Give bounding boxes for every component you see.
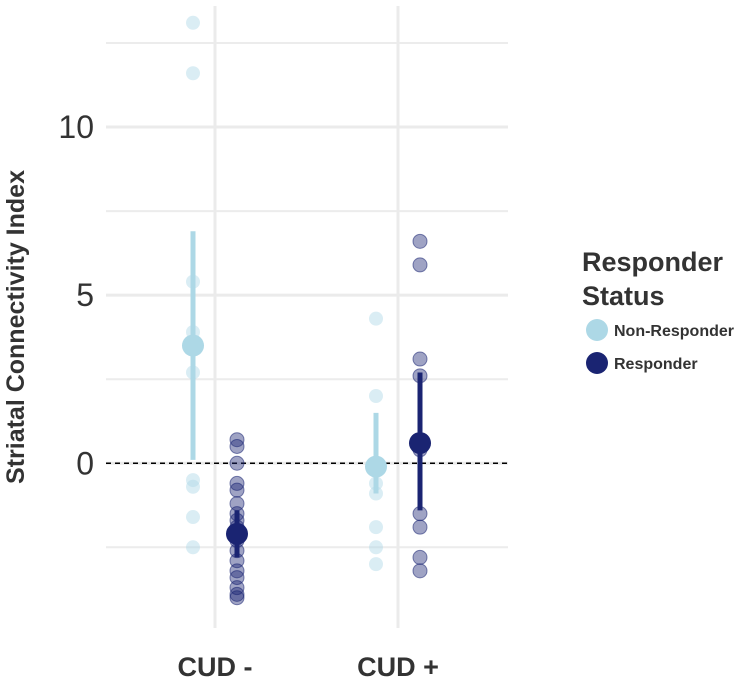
y-axis-title: Striatal Connectivity Index [2,170,30,484]
points-layer [186,15,428,606]
data-point [229,455,245,471]
data-point [412,519,428,535]
data-point [229,482,245,498]
mean-point [226,522,248,545]
y-tick-label: 0 [76,445,94,481]
mean-point [365,455,387,478]
data-point [412,549,428,565]
data-point [186,473,200,488]
legend-label-responder: Responder [614,356,698,373]
data-point [369,540,383,555]
data-point [229,590,245,606]
data-point [229,586,245,602]
summary-layer [182,231,431,558]
y-tick-label: 10 [58,109,94,145]
data-point [369,520,383,535]
data-point [412,563,428,579]
data-point [369,557,383,572]
x-tick-labels: CUD - CUD + [178,652,439,682]
y-tick-labels: 0 5 10 [58,109,94,481]
data-point [369,389,383,404]
data-point [369,311,383,326]
legend-title-line-2: Status [582,281,665,311]
legend-key-non-responder [586,319,608,341]
data-point [186,510,200,525]
y-tick-label: 5 [76,277,94,313]
legend: Responder Status Non-Responder Responder [582,247,734,374]
data-point [412,233,428,249]
mean-point [409,432,431,455]
x-category-label: CUD + [357,652,439,682]
data-point [412,257,428,273]
data-point [186,540,200,555]
legend-key-responder [586,352,608,374]
data-point [186,479,200,494]
x-category-label: CUD - [178,652,253,682]
mean-point [182,334,204,357]
legend-title-line-1: Responder [582,247,724,277]
grid-layer [106,6,508,628]
data-point [412,351,428,367]
data-point [229,438,245,454]
data-point [186,66,200,81]
legend-label-non-responder: Non-Responder [614,323,734,340]
data-point [186,15,200,30]
